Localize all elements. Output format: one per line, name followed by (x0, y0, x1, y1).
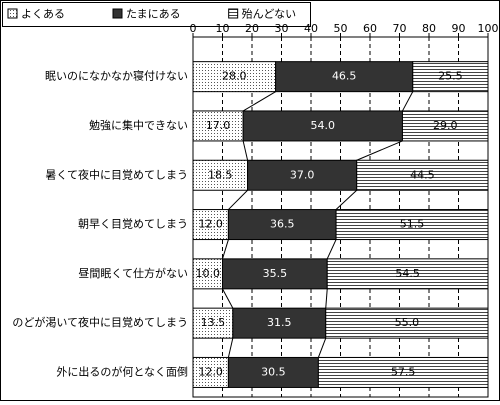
value-label: 28.0 (222, 70, 247, 83)
y-tick-label: 外に出るのが何となく面倒 (56, 364, 188, 378)
value-label: 51.5 (400, 218, 425, 231)
value-label: 10.0 (196, 267, 221, 280)
connector-line (356, 140, 403, 161)
bar-segment (401, 110, 489, 142)
value-label: 44.5 (410, 168, 435, 181)
y-tick-label: のどが渇いて夜中に目覚めてしまう (12, 315, 188, 329)
legend (2, 2, 311, 27)
x-tick-label: 50 (334, 22, 348, 35)
value-label: 12.0 (198, 365, 223, 378)
connector-line (227, 338, 234, 358)
x-tick-label: 90 (452, 22, 466, 35)
value-label: 25.5 (438, 70, 463, 83)
connector-line (402, 91, 414, 112)
value-label: 37.0 (290, 168, 315, 181)
bar-segment (192, 159, 249, 191)
legend-swatch (228, 8, 239, 19)
x-tick-label: 60 (363, 22, 377, 35)
bar-segment (192, 258, 223, 290)
bar-segment (222, 258, 328, 290)
x-tick-label: 10 (216, 22, 230, 35)
value-label: 54.5 (395, 267, 420, 280)
connector-line (228, 189, 248, 210)
bar-segment (412, 61, 489, 93)
bar-segment (247, 159, 358, 191)
bar-segment (192, 307, 234, 339)
bar-segment (227, 209, 337, 241)
value-label: 55.0 (395, 316, 420, 329)
y-tick-label: 昼間眠くて仕方がない (78, 266, 188, 280)
value-label: 54.0 (311, 119, 336, 132)
value-label: 35.5 (263, 267, 288, 280)
legend-swatch (7, 8, 18, 19)
bar-segment (275, 61, 414, 93)
bar-segment (232, 307, 327, 339)
y-tick-label: 暑くて夜中に目覚めてしまう (45, 167, 188, 181)
x-tick-label: 0 (190, 22, 197, 35)
connector-line (325, 288, 328, 309)
value-label: 30.5 (261, 365, 286, 378)
value-label: 18.5 (208, 168, 233, 181)
x-tick-label: 80 (422, 22, 436, 35)
x-tick-label: 70 (393, 22, 407, 35)
y-tick-label: 勉強に集中できない (89, 118, 188, 132)
value-label: 17.0 (206, 119, 231, 132)
y-tick-label: 眠いのになかなか寝付けない (45, 69, 188, 83)
bar-segment (192, 356, 229, 388)
bar-segment (192, 61, 277, 93)
value-label: 36.5 (270, 218, 295, 231)
x-tick-label: 30 (275, 22, 289, 35)
y-tick-label: 朝早く目覚めてしまう (78, 218, 188, 231)
connector-line (317, 337, 327, 358)
bar-segment (335, 209, 489, 241)
value-label: 12.0 (198, 218, 223, 231)
value-label: 13.5 (201, 316, 226, 329)
legend-label: よくある (21, 8, 65, 21)
legend-label: たまにある (126, 8, 181, 21)
value-label: 29.0 (433, 119, 458, 132)
connector-line (242, 91, 276, 112)
connector-line (222, 288, 234, 309)
x-tick-label: 40 (304, 22, 318, 35)
value-label: 57.5 (391, 365, 416, 378)
value-label: 31.5 (267, 316, 292, 329)
legend-swatch (112, 8, 123, 19)
bar-segment (356, 159, 489, 191)
bar-segment (326, 258, 489, 290)
bar-segment (317, 356, 489, 388)
bar-segment (192, 110, 244, 142)
connector-line (242, 140, 249, 161)
connector-line (222, 239, 229, 259)
x-tick-label: 20 (245, 22, 259, 35)
connector-line (326, 239, 337, 260)
bar-segment (227, 356, 319, 388)
legend-label: 殆んどない (242, 7, 296, 21)
value-label: 46.5 (332, 70, 357, 83)
bar-segment (325, 307, 489, 339)
x-tick-label: 100 (478, 22, 499, 35)
connector-line (335, 189, 358, 210)
